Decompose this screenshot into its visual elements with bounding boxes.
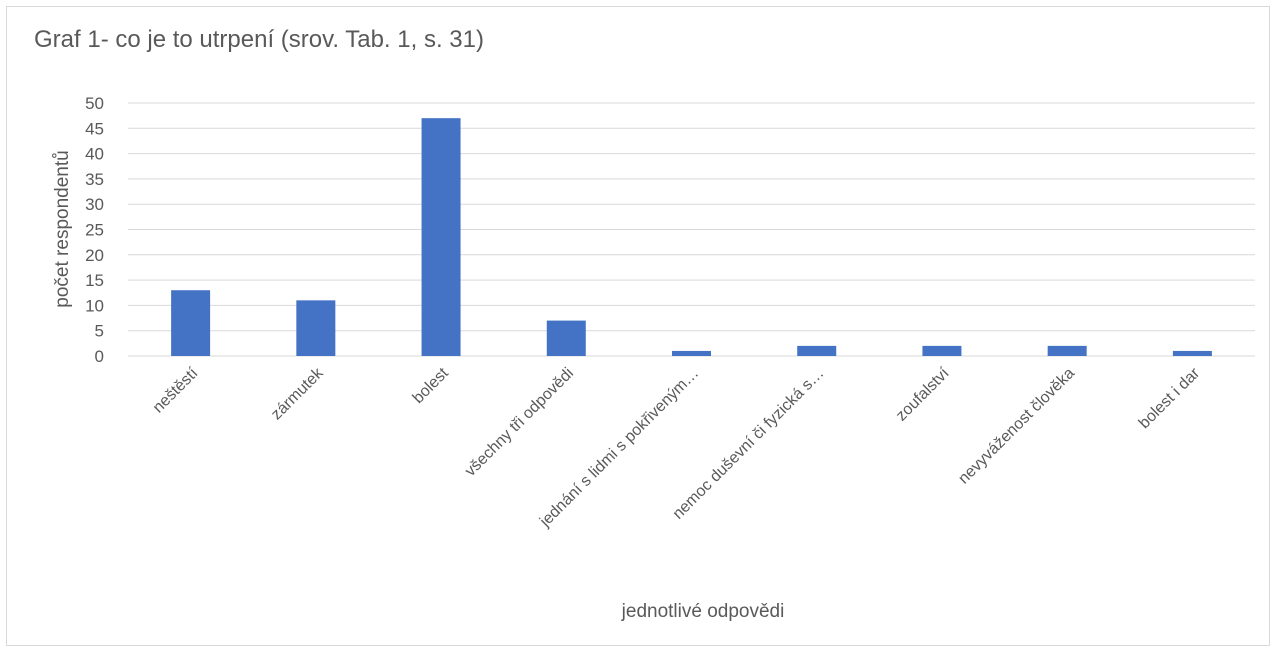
y-tick-label: 10: [85, 296, 104, 315]
bar: [296, 300, 336, 356]
y-tick-label: 45: [85, 119, 104, 138]
bar: [171, 290, 211, 356]
bar: [421, 118, 461, 357]
x-axis-label: jednotlivé odpovědi: [621, 601, 785, 622]
x-tick-label: všechny tři odpovědi: [462, 365, 577, 480]
y-tick-label: 50: [85, 94, 104, 113]
y-tick-label: 0: [95, 347, 104, 366]
bar: [797, 345, 837, 356]
x-tick-label: bolest: [410, 364, 453, 407]
x-tick-label: nemoc duševní či fyzická s…: [670, 365, 828, 523]
y-tick-label: 5: [95, 322, 104, 341]
y-tick-label: 30: [85, 195, 104, 214]
y-tick-label: 35: [85, 170, 104, 189]
y-tick-label: 20: [85, 246, 104, 265]
chart-area: [6, 6, 1270, 646]
x-tick-label: nevyváženost člověka: [955, 365, 1078, 488]
y-tick-label: 15: [85, 271, 104, 290]
x-tick-label: neštěstí: [150, 364, 202, 416]
y-tick-label: 40: [85, 145, 104, 164]
y-tick-label: 25: [85, 221, 104, 240]
bar: [672, 350, 711, 356]
bar: [922, 345, 962, 356]
bar: [1172, 350, 1212, 356]
x-tick-label: bolest i dar: [1136, 364, 1204, 432]
y-axis-label: počet respondentů: [52, 150, 73, 307]
y-axis-ticks: 0 5 10 15 20 25 30 35 40 45 50: [85, 94, 104, 366]
bar: [1047, 345, 1087, 356]
chart-title: Graf 1- co je to utrpení (srov. Tab. 1, …: [34, 26, 484, 53]
x-tick-label: zármutek: [268, 364, 327, 423]
x-tick-label: zoufalství: [893, 364, 953, 424]
bar: [546, 320, 586, 356]
x-axis-ticks: neštěstí zármutek bolest všechny tři odpově…: [150, 364, 1204, 531]
gridlines: [128, 102, 1255, 357]
bars: [171, 118, 1212, 357]
